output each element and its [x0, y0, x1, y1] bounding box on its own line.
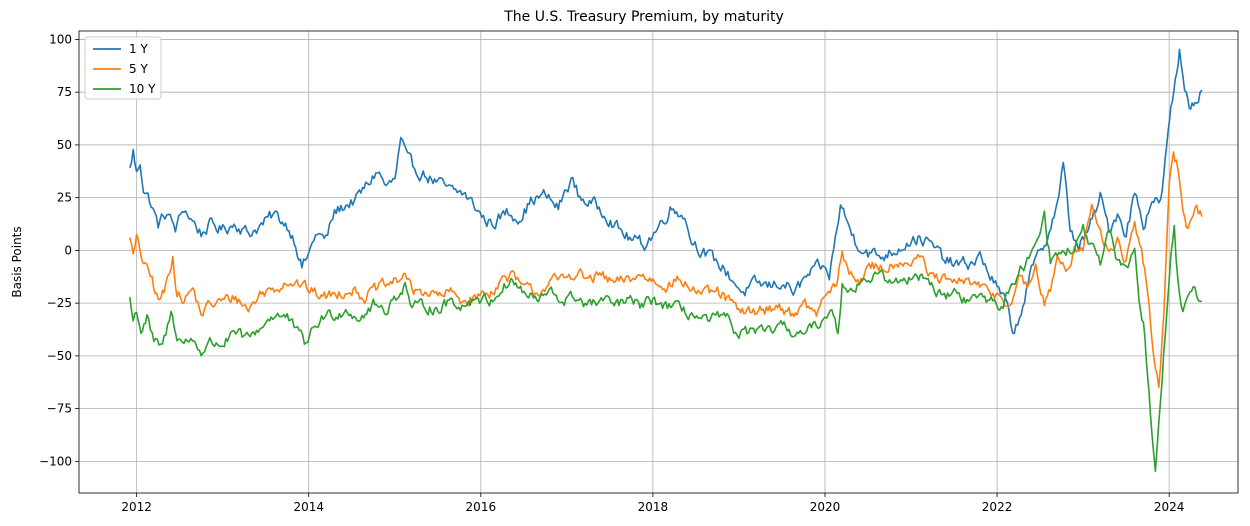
series-lines: [129, 48, 1203, 473]
x-tick-label: 2016: [466, 500, 497, 514]
axis-ticks: 2012 2014 2016 2018 2020 2022 2024 −100 −75 −50 −2…: [39, 32, 1184, 514]
series-line-1y: [129, 48, 1203, 335]
x-tick-label: 2020: [810, 500, 841, 514]
x-tick-label: 2018: [638, 500, 669, 514]
x-tick-label: 2014: [293, 500, 324, 514]
legend: 1 Y 5 Y 10 Y: [84, 36, 162, 100]
y-tick-label: 100: [49, 32, 72, 46]
y-tick-label: 25: [57, 191, 72, 205]
x-tick-label: 2024: [1154, 500, 1185, 514]
y-tick-label: −75: [47, 402, 72, 416]
x-tick-label: 2022: [982, 500, 1013, 514]
legend-label: 1 Y: [129, 42, 148, 56]
plot-frame: [78, 30, 1239, 494]
y-tick-label: 50: [57, 138, 72, 152]
y-tick-label: 0: [64, 243, 72, 257]
legend-box: [84, 36, 162, 100]
y-tick-label: −100: [39, 454, 72, 468]
legend-label: 5 Y: [129, 62, 148, 76]
y-tick-label: −25: [47, 296, 72, 310]
y-tick-label: 75: [57, 85, 72, 99]
series-line-5y: [129, 151, 1203, 388]
chart-title: The U.S. Treasury Premium, by maturity: [503, 9, 784, 25]
x-tick-label: 2012: [121, 500, 152, 514]
y-axis-label: Basis Points: [10, 226, 24, 297]
legend-label: 10 Y: [129, 82, 156, 96]
series-line-10y: [129, 210, 1203, 473]
y-tick-label: −50: [47, 349, 72, 363]
